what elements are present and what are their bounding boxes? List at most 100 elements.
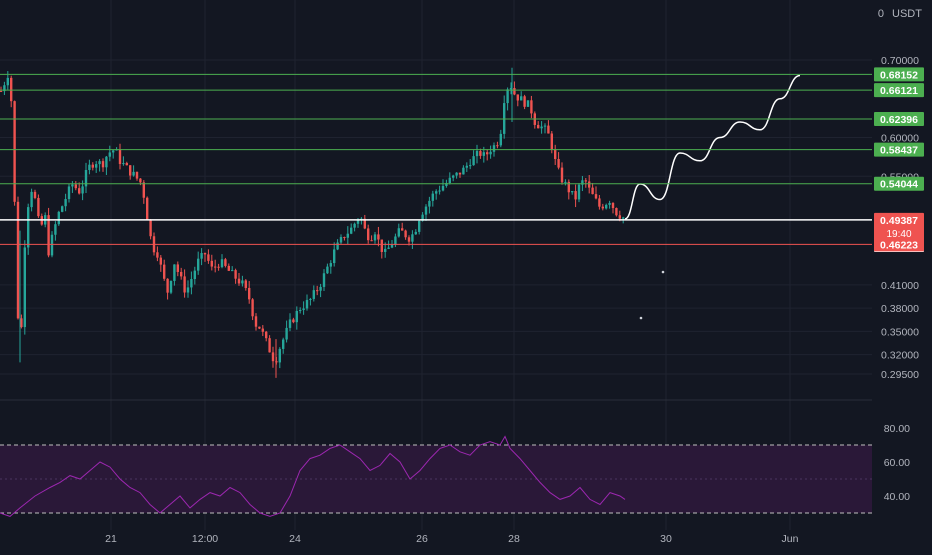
candle-body [554, 149, 557, 160]
level-label-bg [874, 83, 924, 98]
price-candles [0, 67, 625, 378]
candle-body [183, 276, 186, 293]
candle-body [547, 125, 550, 134]
candle-body [370, 240, 373, 242]
candle-body [149, 219, 152, 237]
candle-body [421, 214, 424, 221]
candle-body [190, 279, 193, 288]
candle-body [530, 100, 533, 114]
candle-body [13, 101, 16, 202]
candle-body [339, 237, 343, 243]
candle-body [615, 208, 618, 216]
rsi-axis[interactable]: 80.00 60.00 40.00 [884, 423, 910, 503]
candle-body [448, 177, 451, 183]
candle-body [350, 227, 353, 234]
level-label: 0.46223 [880, 239, 918, 251]
candle-body [469, 165, 472, 167]
candle-body [67, 186, 71, 200]
candle-body [499, 133, 502, 146]
candle-body [214, 266, 217, 268]
currency-label[interactable]: USDT [892, 8, 922, 20]
grid [0, 0, 872, 530]
candle-body [622, 217, 625, 219]
candle-body [591, 187, 594, 195]
candle-body [445, 182, 448, 186]
candle-body [3, 85, 6, 92]
candle-body [169, 280, 173, 293]
candle-body [401, 228, 404, 231]
candle-body [550, 133, 553, 150]
candle-body [390, 244, 394, 248]
candle-body [132, 171, 135, 176]
level-label: 0.62396 [880, 114, 918, 126]
horizontal-levels[interactable] [0, 73, 872, 245]
candle-body [98, 161, 101, 165]
candle-body [407, 237, 411, 242]
candle-body [404, 230, 407, 238]
candle-body [414, 231, 417, 235]
projection-drawing[interactable] [624, 74, 801, 220]
candle-body [540, 126, 543, 129]
candle-body [254, 316, 258, 327]
candle-body [217, 266, 220, 268]
candle-body [537, 124, 540, 129]
candle-body [156, 252, 159, 258]
candle-body [598, 198, 601, 207]
candle-body [329, 263, 332, 267]
time-tick-label: 24 [289, 533, 301, 545]
candle-body [220, 259, 224, 268]
candle-body [64, 199, 67, 207]
candle-body [197, 258, 200, 271]
candle-body [380, 239, 383, 252]
candle-body [496, 145, 499, 147]
candle-body [523, 96, 526, 107]
candle-body [180, 271, 183, 277]
candle-body [10, 77, 13, 102]
projection-curve[interactable] [624, 74, 801, 220]
rsi-indicator [0, 435, 626, 517]
level-label-bg [874, 212, 924, 241]
candle-body [322, 273, 326, 287]
candle-body [61, 206, 64, 212]
candle-body [574, 191, 577, 200]
time-axis[interactable]: 21 12:00 24 26 28 30 Jun [105, 533, 798, 545]
candle-body [353, 223, 356, 228]
countdown-label: 19:40 [886, 229, 911, 240]
candle-body [577, 184, 581, 200]
candle-body [492, 145, 496, 152]
time-tick-label: 21 [105, 533, 117, 545]
candle-body [30, 191, 33, 208]
rsi-band [0, 444, 872, 514]
candle-body [125, 163, 128, 166]
candle-body [482, 152, 485, 156]
candle-body [237, 278, 241, 284]
level-label-bg [874, 237, 924, 252]
candle-body [384, 248, 387, 252]
candle-body [509, 88, 513, 90]
candle-body [210, 260, 213, 267]
candle-body [305, 299, 309, 309]
candle-body [50, 234, 54, 256]
candle-body [424, 206, 428, 215]
candle-body [258, 326, 261, 329]
candle-body [6, 77, 9, 86]
candle-body [543, 125, 547, 127]
candle-body [186, 287, 190, 293]
candle-body [37, 197, 40, 217]
candle-body [78, 188, 81, 194]
candle-body [193, 270, 196, 280]
level-label-bg [874, 67, 924, 82]
candle-body [0, 91, 3, 93]
candle-body [105, 156, 108, 168]
candle-body [227, 265, 230, 271]
price-tick-label: 0.32000 [881, 350, 919, 362]
candle-body [336, 242, 339, 250]
price-axis[interactable]: 0.700000.600000.550000.410000.380000.350… [881, 55, 919, 381]
candle-body [268, 338, 271, 353]
candle-body [23, 247, 26, 328]
candle-body [271, 352, 275, 362]
candle-body [594, 194, 598, 199]
level-label: 0.49387 [880, 215, 918, 227]
